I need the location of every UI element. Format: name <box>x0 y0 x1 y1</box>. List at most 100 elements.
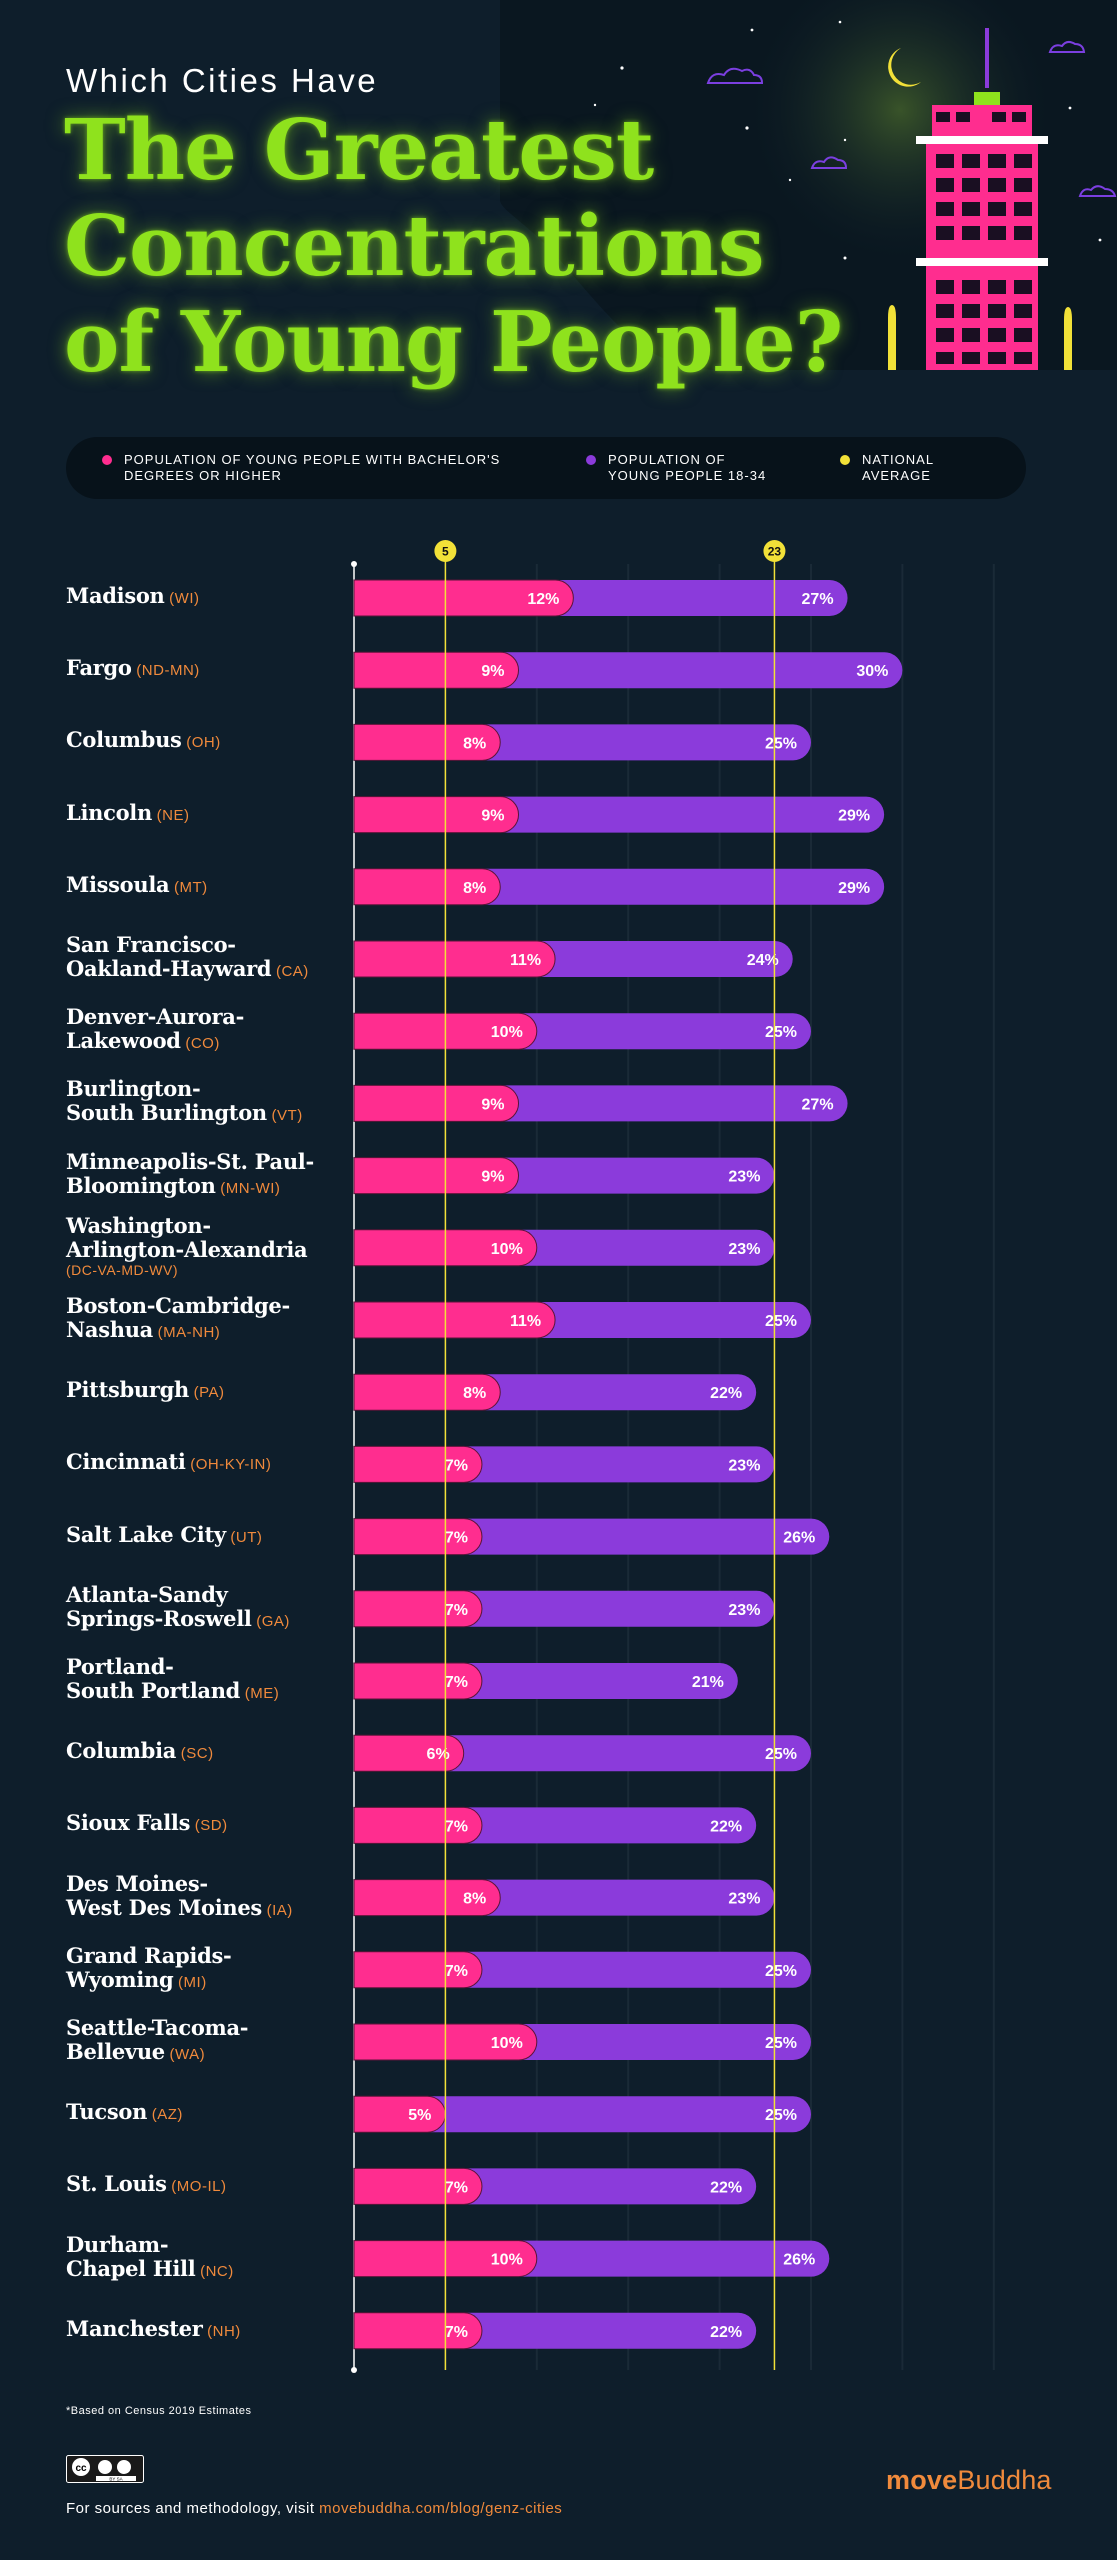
bar-bachelors-degrees <box>353 1157 520 1195</box>
bar-bachelors-degrees <box>353 1662 483 1700</box>
state-code: (MO-IL) <box>166 2178 227 2196</box>
data-label-bachelors-degrees: 9% <box>481 808 504 825</box>
data-label-young-population: 23% <box>728 1241 760 1258</box>
cloud-icon <box>1048 40 1086 53</box>
city-label: Burlington- South Burlington (VT) <box>66 1077 356 1128</box>
city-name: Bloomington <box>66 1172 216 1198</box>
bar-bachelors-degrees <box>353 1590 483 1628</box>
data-label-young-population: 23% <box>728 1457 760 1474</box>
city-label: Lincoln (NE) <box>66 800 356 828</box>
city-label: St. Louis (MO-IL) <box>66 2172 356 2199</box>
state-code: (OH-KY-IN) <box>185 1456 272 1474</box>
city-name: Nashua <box>66 1317 153 1342</box>
data-label-bachelors-degrees: 7% <box>445 1963 468 1980</box>
city-label: Denver-Aurora- Lakewood (CO) <box>66 1005 356 1056</box>
title-line-2: Concentrations <box>64 197 765 295</box>
page-title: The Greatest Concentrations of Young Peo… <box>64 102 864 390</box>
data-label-young-population: 25% <box>765 1746 797 1763</box>
bar-bachelors-degrees <box>353 1301 556 1339</box>
bar-bachelors-degrees <box>353 1879 501 1917</box>
state-code: (GA) <box>251 1612 290 1630</box>
title-line-3: of Young People? <box>64 293 843 391</box>
tree-icon <box>1064 307 1072 370</box>
data-label-bachelors-degrees: 9% <box>481 1169 504 1186</box>
data-label-bachelors-degrees: 11% <box>510 1313 541 1330</box>
city-name: Washington- <box>66 1212 211 1238</box>
state-code: (WI) <box>164 590 200 607</box>
data-label-bachelors-degrees: 10% <box>491 2252 523 2269</box>
svg-text:cc: cc <box>75 2463 87 2474</box>
data-label-bachelors-degrees: 9% <box>481 1096 504 1113</box>
axis-end-dot <box>351 561 357 567</box>
city-label: Atlanta-Sandy Springs-Roswell (GA) <box>66 1582 356 1634</box>
city-name: Madison <box>66 583 165 608</box>
data-label-bachelors-degrees: 7% <box>445 2324 468 2341</box>
data-label-bachelors-degrees: 11% <box>510 952 541 969</box>
city-label: Pittsburgh (PA) <box>66 1378 356 1405</box>
bar-bachelors-degrees <box>353 1518 483 1556</box>
data-label-bachelors-degrees: 8% <box>463 735 486 752</box>
city-name: St. Louis <box>66 2171 167 2197</box>
city-name: South Portland <box>66 1678 241 1703</box>
state-code: (VT) <box>266 1107 303 1125</box>
legend-label: Population of young people with bachelor… <box>124 452 501 483</box>
city-label: Seattle-Tacoma- Bellevue (WA) <box>66 2016 356 2067</box>
city-name: San Francisco- <box>66 932 236 957</box>
legend-swatch-yellow <box>840 455 850 465</box>
city-label: Minneapolis-St. Paul- Bloomington (MN-WI) <box>66 1149 356 1201</box>
city-name: Tucson <box>66 2099 148 2125</box>
city-name: Seattle-Tacoma- <box>66 2015 249 2040</box>
chart-plot: 27% 12% 30% 9% 25% 8% 29% 9% 29% 8% 24% 11% 25% 10% 27… <box>351 540 995 2373</box>
city-name: Bellevue <box>66 2039 165 2064</box>
data-label-young-population: 29% <box>838 808 870 825</box>
data-label-young-population: 25% <box>765 1024 797 1041</box>
bar-bachelors-degrees <box>353 1084 520 1122</box>
bar-bachelors-degrees <box>353 1734 465 1772</box>
state-code: (NE) <box>151 806 190 824</box>
bar-bachelors-degrees <box>353 1951 483 1989</box>
data-label-young-population: 24% <box>747 952 779 969</box>
bar-bachelors-degrees <box>353 2095 446 2133</box>
national-average-label: 5 <box>442 545 449 559</box>
bar-young-population <box>354 1735 811 1772</box>
legend-swatch-pink <box>102 455 112 465</box>
data-label-young-population: 22% <box>710 1385 742 1402</box>
data-label-young-population: 30% <box>856 663 888 680</box>
city-name: Durham- <box>66 2231 169 2257</box>
state-code: (OH) <box>181 734 221 752</box>
bar-bachelors-degrees <box>353 579 574 617</box>
data-label-young-population: 22% <box>710 2179 742 2196</box>
state-code: (AZ) <box>147 2106 183 2124</box>
city-label: Columbia (SC) <box>66 1739 356 1766</box>
legend-item-national-average: National average <box>840 452 972 484</box>
overline-heading: Which Cities Have <box>66 62 379 99</box>
data-label-bachelors-degrees: 9% <box>481 663 504 680</box>
city-name: Sioux Falls <box>66 1810 191 1836</box>
legend-label: National average <box>862 452 934 483</box>
data-label-young-population: 22% <box>710 1818 742 1835</box>
state-code: (MN-WI) <box>215 1179 281 1197</box>
bar-bachelors-degrees <box>353 723 501 761</box>
state-code: (MT) <box>169 878 208 896</box>
data-label-bachelors-degrees: 5% <box>408 2107 431 2124</box>
state-code: (UT) <box>225 1528 263 1546</box>
state-code: (MA-NH) <box>152 1324 221 1341</box>
city-name: Pittsburgh <box>66 1377 189 1403</box>
data-label-young-population: 23% <box>728 1602 760 1619</box>
city-label: Washington- Arlington-Alexandria (DC-VA-MD… <box>66 1212 356 1278</box>
creative-commons-icon: cc BY SA <box>66 2455 144 2483</box>
city-name: Arlington-Alexandria <box>66 1236 308 1262</box>
city-label: Durham- Chapel Hill (NC) <box>66 2231 356 2284</box>
bar-young-population <box>354 2096 811 2133</box>
tree-icon <box>888 305 896 370</box>
data-label-young-population: 25% <box>765 1963 797 1980</box>
sources-link[interactable]: movebuddha.com/blog/genz-cities <box>319 2500 563 2517</box>
state-code: (CO) <box>180 1035 220 1053</box>
footnote: *Based on Census 2019 Estimates <box>66 2405 252 2417</box>
cloud-icon <box>810 156 848 169</box>
sources-line: For sources and methodology, visit moveb… <box>66 2500 562 2517</box>
data-label-bachelors-degrees: 7% <box>445 1818 468 1835</box>
state-code: (SC) <box>176 1745 214 1763</box>
bar-bachelors-degrees <box>353 1445 483 1483</box>
data-label-young-population: 23% <box>728 1891 760 1908</box>
